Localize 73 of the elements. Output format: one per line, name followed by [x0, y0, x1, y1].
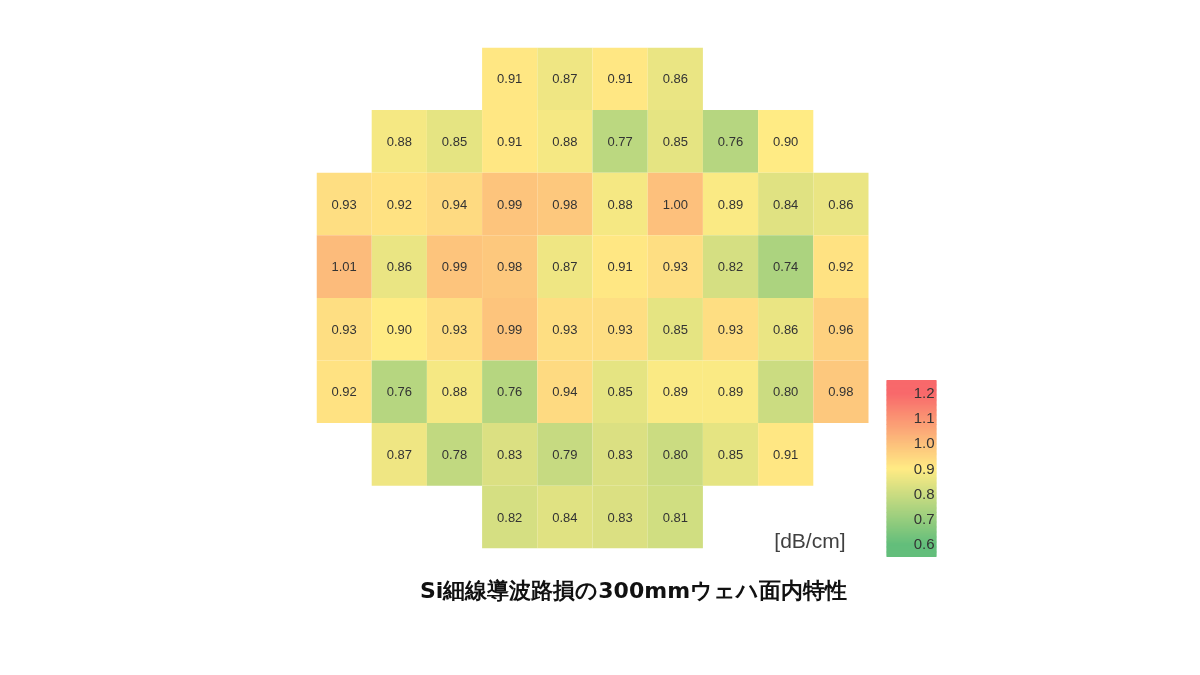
data-label: 0.99 — [441, 259, 468, 275]
data-label: 0.93 — [717, 321, 744, 337]
data-label: 0.84 — [552, 509, 578, 525]
data-label: 0.89 — [662, 384, 688, 400]
data-label: 0.91 — [607, 71, 633, 87]
data-label: 0.93 — [441, 321, 468, 337]
data-label: 0.85 — [662, 133, 688, 149]
data-label: 0.80 — [662, 446, 688, 462]
data-label: 0.81 — [662, 509, 688, 525]
data-label: 0.85 — [717, 446, 744, 462]
color-bar-label: 0.6 — [913, 534, 935, 552]
data-label: 0.93 — [331, 321, 357, 337]
data-label: 0.92 — [828, 259, 854, 275]
data-label: 0.74 — [773, 259, 799, 275]
data-label: 0.83 — [497, 446, 523, 462]
color-bar-label: 0.8 — [913, 484, 935, 502]
data-label: 0.90 — [386, 321, 412, 337]
data-label: 0.88 — [552, 133, 578, 149]
data-label: 0.86 — [662, 71, 688, 87]
data-label: 0.83 — [607, 509, 633, 525]
data-label: 0.93 — [552, 321, 578, 337]
data-label: 0.89 — [717, 196, 744, 212]
color-bar-label: 0.7 — [913, 509, 935, 527]
data-label: 0.80 — [773, 384, 799, 400]
color-bar-title: [dB/cm] — [774, 529, 846, 552]
data-label: 0.98 — [552, 196, 578, 212]
data-label: 0.85 — [441, 133, 468, 149]
data-label: 0.93 — [331, 196, 357, 212]
data-label: 1.01 — [331, 259, 357, 275]
data-label: 0.76 — [497, 384, 523, 400]
data-label: 0.76 — [386, 384, 412, 400]
data-label: 0.98 — [828, 384, 854, 400]
data-label: 0.89 — [717, 384, 744, 400]
data-label: 0.88 — [386, 133, 412, 149]
text: Si細線導波路損の300mmウェハ面内特性 — [419, 577, 848, 603]
data-label: 0.86 — [386, 259, 412, 275]
data-label: 0.88 — [607, 196, 633, 212]
data-label: 0.85 — [662, 321, 688, 337]
color-bar-label: 0.9 — [913, 459, 935, 477]
data-label: 0.86 — [773, 321, 799, 337]
data-label: 0.76 — [717, 133, 744, 149]
data-label: 0.84 — [773, 196, 799, 212]
data-label: 0.91 — [773, 446, 799, 462]
data-label: 0.88 — [441, 384, 468, 400]
data-label: 0.91 — [607, 259, 633, 275]
data-label: 0.87 — [386, 446, 412, 462]
data-label: 0.87 — [552, 71, 578, 87]
data-label: 0.91 — [497, 133, 523, 149]
data-label: 0.90 — [773, 133, 799, 149]
color-bar-label: 1.2 — [913, 384, 935, 402]
data-label: 0.92 — [386, 196, 412, 212]
data-label: 0.87 — [552, 259, 578, 275]
data-label: 0.78 — [441, 446, 468, 462]
data-label: 0.77 — [607, 133, 633, 149]
data-label: 0.92 — [331, 384, 357, 400]
data-label: 0.83 — [607, 446, 633, 462]
data-label: 0.82 — [497, 509, 523, 525]
data-label: 0.79 — [552, 446, 578, 462]
data-label: 1.00 — [662, 196, 688, 212]
data-label: 0.93 — [607, 321, 633, 337]
color-bar-label: 1.0 — [913, 434, 935, 452]
data-label: 0.99 — [497, 321, 523, 337]
data-label: 0.82 — [717, 259, 744, 275]
data-label: 0.93 — [662, 259, 688, 275]
data-label: 0.94 — [441, 196, 468, 212]
data-label: 0.85 — [607, 384, 633, 400]
data-label: 0.99 — [497, 196, 523, 212]
data-label: 0.98 — [497, 259, 523, 275]
data-label: 0.96 — [828, 321, 854, 337]
color-bar-label: 1.1 — [913, 409, 935, 427]
data-label: 0.94 — [552, 384, 578, 400]
data-label: 0.91 — [497, 71, 523, 87]
data-label: 0.86 — [828, 196, 854, 212]
